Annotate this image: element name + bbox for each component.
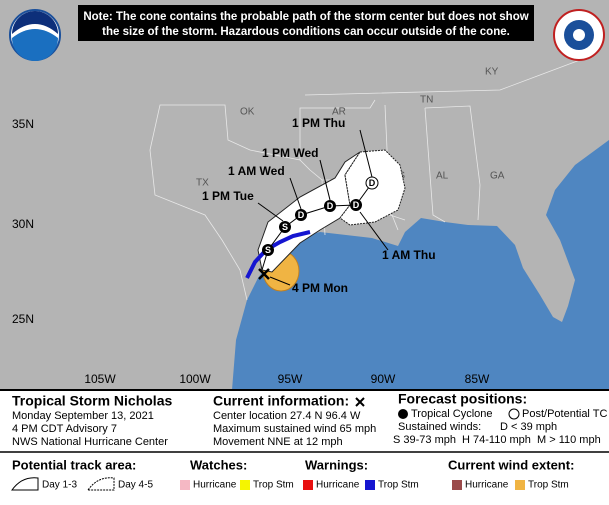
marker-letter: S <box>265 245 271 255</box>
info-line: Monday September 13, 2021 <box>12 410 154 422</box>
marker-letter: D <box>353 200 360 210</box>
legend-text: Day 4-5 <box>118 480 153 491</box>
forecast-marker <box>262 244 274 256</box>
lon-label: 95W <box>278 372 303 386</box>
swatch <box>452 480 462 490</box>
lon-label: 100W <box>179 372 211 386</box>
note-line: the size of the storm. Hazardous conditi… <box>102 26 510 38</box>
day45-icon <box>87 477 115 491</box>
swatch <box>240 480 250 490</box>
note-line: Note: The cone contains the probable pat… <box>83 11 528 23</box>
forecast-marker <box>350 199 362 211</box>
legend-text: Trop Stm <box>528 480 569 491</box>
legend-ptc-icon <box>508 408 520 420</box>
lat-label: 25N <box>12 312 34 326</box>
legend-text: D < 39 mph <box>500 421 557 433</box>
lon-label: 105W <box>84 372 116 386</box>
legend-title: Warnings: <box>305 457 368 472</box>
forecast-title: Forecast positions: <box>398 391 527 407</box>
forecast-marker <box>324 200 336 212</box>
day13-icon <box>11 477 39 491</box>
current-line: Maximum sustained wind 65 mph <box>213 423 376 435</box>
lat-label: 30N <box>12 217 34 231</box>
state-label: OK <box>240 107 255 118</box>
state-label: AL <box>436 171 449 182</box>
forecast-label: 1 PM Thu <box>292 116 345 130</box>
gulf-water <box>232 140 609 390</box>
legend-title: Potential track area: <box>12 457 136 472</box>
legend-text: M > 110 mph <box>537 434 601 446</box>
legend-text: Trop Stm <box>253 480 294 491</box>
marker-letter: D <box>298 210 305 220</box>
forecast-label: 1 PM Wed <box>262 146 318 160</box>
legend-text: Hurricane <box>193 480 237 491</box>
forecast-label: 1 PM Tue <box>202 189 254 203</box>
forecast-label: 1 AM Thu <box>382 248 436 262</box>
legend-text: Hurricane <box>316 480 360 491</box>
state-label: TX <box>196 178 209 189</box>
legend-title: Current wind extent: <box>448 457 574 472</box>
lon-label: 90W <box>371 372 396 386</box>
forecast-label: 4 PM Mon <box>292 281 348 295</box>
legend-text: Day 1-3 <box>42 480 77 491</box>
nws-logo <box>553 9 605 61</box>
noaa-logo <box>9 9 61 61</box>
current-line: Center location 27.4 N 96.4 W <box>213 410 361 422</box>
legend-text: Trop Stm <box>378 480 419 491</box>
marker-letter: D <box>369 178 376 188</box>
info-line: 4 PM CDT Advisory 7 <box>12 423 117 435</box>
swatch <box>180 480 190 490</box>
borders <box>149 59 581 301</box>
legend-text: S 39-73 mph <box>393 434 456 446</box>
legend-text: Tropical Cyclone <box>411 408 493 420</box>
state-label: TN <box>420 95 433 106</box>
marker-letter: S <box>282 222 288 232</box>
tropical-storm-warning <box>245 230 311 279</box>
note-box <box>78 5 534 41</box>
current-icon <box>355 397 365 407</box>
swatch <box>515 480 525 490</box>
state-label: GA <box>490 171 505 182</box>
swatch <box>365 480 375 490</box>
legend-text: Sustained winds: <box>398 421 481 433</box>
state-label: KY <box>485 67 499 78</box>
state-label: AR <box>332 107 346 118</box>
forecast-marker <box>295 209 307 221</box>
current-title: Current information: <box>213 393 349 409</box>
legend-text: Post/Potential TC <box>522 408 607 420</box>
marker-letter: D <box>327 201 334 211</box>
forecast-marker <box>279 221 291 233</box>
current-position <box>258 268 270 280</box>
lat-label: 35N <box>12 117 34 131</box>
swatch <box>303 480 313 490</box>
legend-text: H 74-110 mph <box>462 434 531 446</box>
current-line: Movement NNE at 12 mph <box>213 436 343 448</box>
forecast-label: 1 AM Wed <box>228 164 285 178</box>
storm-name: Tropical Storm Nicholas <box>12 393 172 409</box>
info-line: NWS National Hurricane Center <box>12 436 168 448</box>
label-leaders <box>257 129 389 286</box>
lon-label: 85W <box>465 372 490 386</box>
legend-title: Watches: <box>190 457 247 472</box>
legend-tc-icon <box>398 409 408 419</box>
legend-text: Hurricane <box>465 480 509 491</box>
